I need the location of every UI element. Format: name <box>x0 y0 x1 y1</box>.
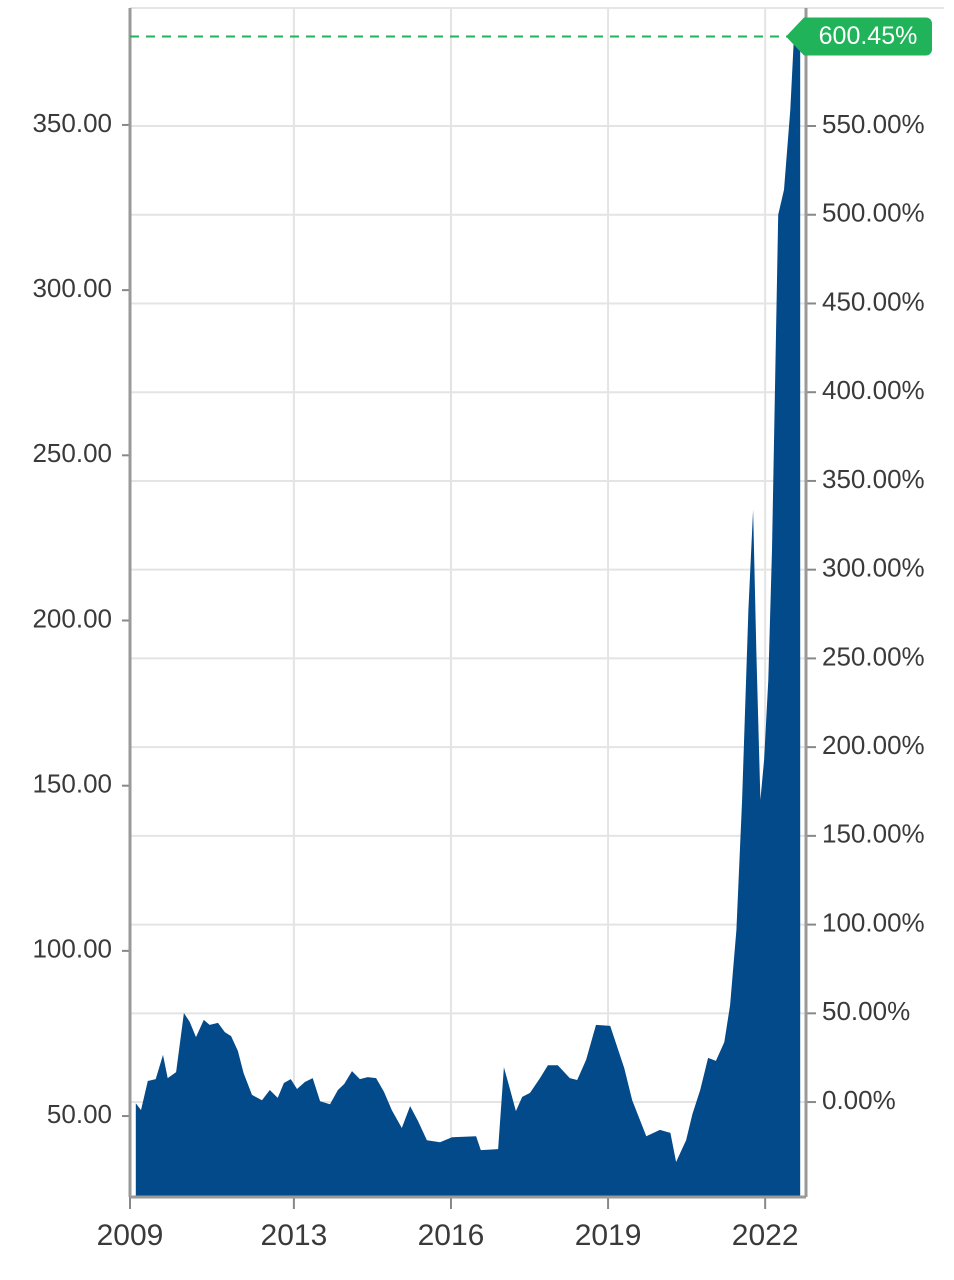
y2-tick-label: 250.00% <box>822 641 925 671</box>
y-tick-label: 100.00 <box>32 934 112 964</box>
y-tick-label: 150.00 <box>32 769 112 799</box>
y-tick-label: 350.00 <box>32 108 112 138</box>
annotation-badge <box>786 17 933 56</box>
y-tick-label: 50.00 <box>47 1099 112 1129</box>
y2-tick-label: 450.00% <box>822 286 925 316</box>
y2-tick-label: 350.00% <box>822 464 925 494</box>
y-tick-label: 200.00 <box>32 603 112 633</box>
x-tick-label: 2019 <box>575 1219 642 1252</box>
y-tick-label: 300.00 <box>32 273 112 303</box>
y2-tick-label: 50.00% <box>822 996 910 1026</box>
y2-tick-label: 550.00% <box>822 109 925 139</box>
y2-tick-label: 0.00% <box>822 1085 896 1115</box>
y-tick-label: 250.00 <box>32 438 112 468</box>
y2-tick-label: 500.00% <box>822 198 925 228</box>
x-tick-label: 2022 <box>732 1219 799 1252</box>
y2-tick-label: 200.00% <box>822 730 925 760</box>
x-tick-label: 2016 <box>418 1219 485 1252</box>
y2-tick-label: 150.00% <box>822 819 925 849</box>
y2-tick-label: 300.00% <box>822 553 925 583</box>
area <box>135 35 801 1197</box>
x-tick-label: 2013 <box>261 1219 328 1252</box>
x-tick-label: 2009 <box>97 1219 164 1252</box>
y2-tick-label: 400.00% <box>822 375 925 405</box>
annotation-label: 600.45% <box>819 22 918 50</box>
y2-tick-label: 100.00% <box>822 907 925 937</box>
